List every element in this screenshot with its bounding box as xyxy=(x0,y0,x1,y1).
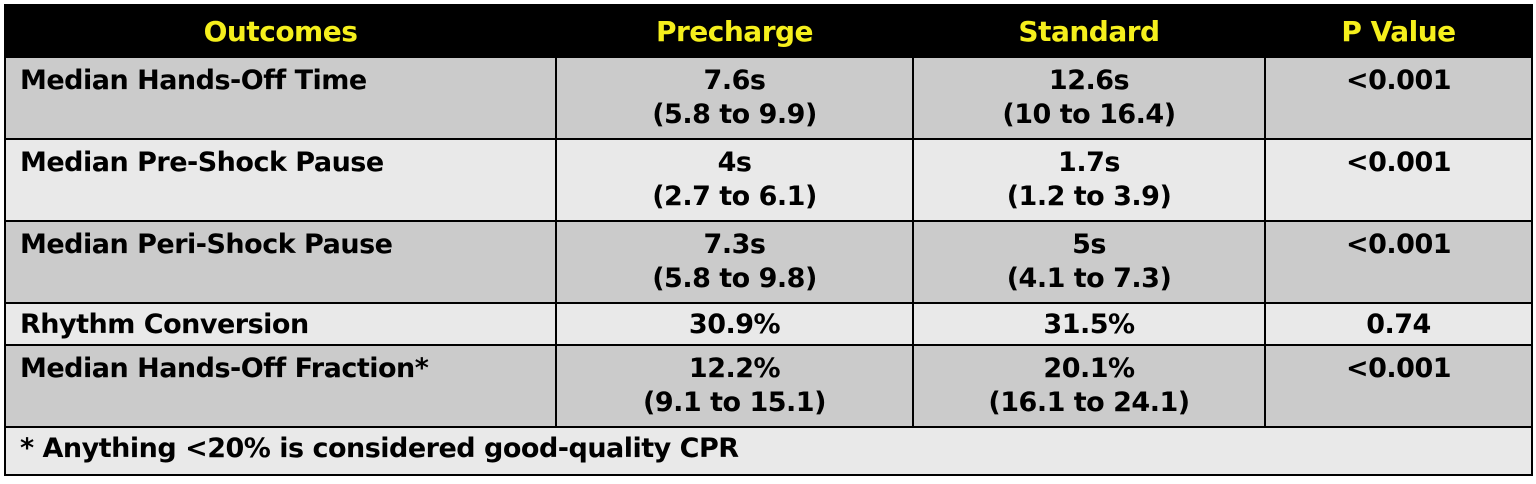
header-standard: Standard xyxy=(912,4,1266,58)
table-header-row: Outcomes Precharge Standard P Value xyxy=(4,4,1533,58)
p-value: <0.001 xyxy=(1264,344,1533,428)
outcome-label: Rhythm Conversion xyxy=(4,302,557,346)
precharge-value: 7.3s (5.8 to 9.8) xyxy=(555,220,914,304)
header-p-value: P Value xyxy=(1264,4,1533,58)
outcome-label: Median Pre-Shock Pause xyxy=(4,138,557,222)
standard-value: 12.6s (10 to 16.4) xyxy=(912,56,1266,140)
precharge-median: 4s xyxy=(717,147,752,178)
header-outcomes: Outcomes xyxy=(4,4,557,58)
table-row: Median Hands-Off Time 7.6s (5.8 to 9.9) … xyxy=(4,56,1533,140)
precharge-value: 12.2% (9.1 to 15.1) xyxy=(555,344,914,428)
precharge-range: (9.1 to 15.1) xyxy=(643,387,826,418)
precharge-value: 7.6s (5.8 to 9.9) xyxy=(555,56,914,140)
precharge-range: (5.8 to 9.9) xyxy=(652,99,817,130)
precharge-range: (5.8 to 9.8) xyxy=(652,263,817,294)
p-value: <0.001 xyxy=(1264,138,1533,222)
table-row: Median Peri-Shock Pause 7.3s (5.8 to 9.8… xyxy=(4,220,1533,304)
p-value: 0.74 xyxy=(1264,302,1533,346)
standard-value: 5s (4.1 to 7.3) xyxy=(912,220,1266,304)
precharge-median: 7.6s xyxy=(703,65,766,96)
outcome-label: Median Peri-Shock Pause xyxy=(4,220,557,304)
standard-range: (16.1 to 24.1) xyxy=(988,387,1190,418)
standard-median: 5s xyxy=(1072,229,1106,260)
outcomes-table: Outcomes Precharge Standard P Value Medi… xyxy=(4,4,1533,476)
table-row: Median Hands-Off Fraction* 12.2% (9.1 to… xyxy=(4,344,1533,428)
p-value: <0.001 xyxy=(1264,220,1533,304)
precharge-value: 4s (2.7 to 6.1) xyxy=(555,138,914,222)
standard-median: 20.1% xyxy=(1043,353,1135,384)
table-row: Median Pre-Shock Pause 4s (2.7 to 6.1) 1… xyxy=(4,138,1533,222)
precharge-median: 7.3s xyxy=(703,229,766,260)
standard-range: (4.1 to 7.3) xyxy=(1006,263,1172,294)
precharge-range: (2.7 to 6.1) xyxy=(652,181,817,212)
standard-range: (1.2 to 3.9) xyxy=(1006,181,1172,212)
header-precharge: Precharge xyxy=(555,4,914,58)
footnote: * Anything <20% is considered good-quali… xyxy=(4,426,1533,476)
standard-median: 12.6s xyxy=(1048,65,1130,96)
footnote-row: * Anything <20% is considered good-quali… xyxy=(4,426,1533,476)
outcomes-table-container: Outcomes Precharge Standard P Value Medi… xyxy=(4,4,1533,476)
standard-value: 1.7s (1.2 to 3.9) xyxy=(912,138,1266,222)
standard-value: 20.1% (16.1 to 24.1) xyxy=(912,344,1266,428)
outcome-label: Median Hands-Off Time xyxy=(4,56,557,140)
standard-range: (10 to 16.4) xyxy=(1002,99,1176,130)
precharge-median: 12.2% xyxy=(688,353,781,384)
standard-value: 31.5% xyxy=(912,302,1266,346)
p-value: <0.001 xyxy=(1264,56,1533,140)
outcome-label: Median Hands-Off Fraction* xyxy=(4,344,557,428)
precharge-value: 30.9% xyxy=(555,302,914,346)
standard-median: 1.7s xyxy=(1058,147,1120,178)
table-row: Rhythm Conversion 30.9% 31.5% 0.74 xyxy=(4,302,1533,346)
